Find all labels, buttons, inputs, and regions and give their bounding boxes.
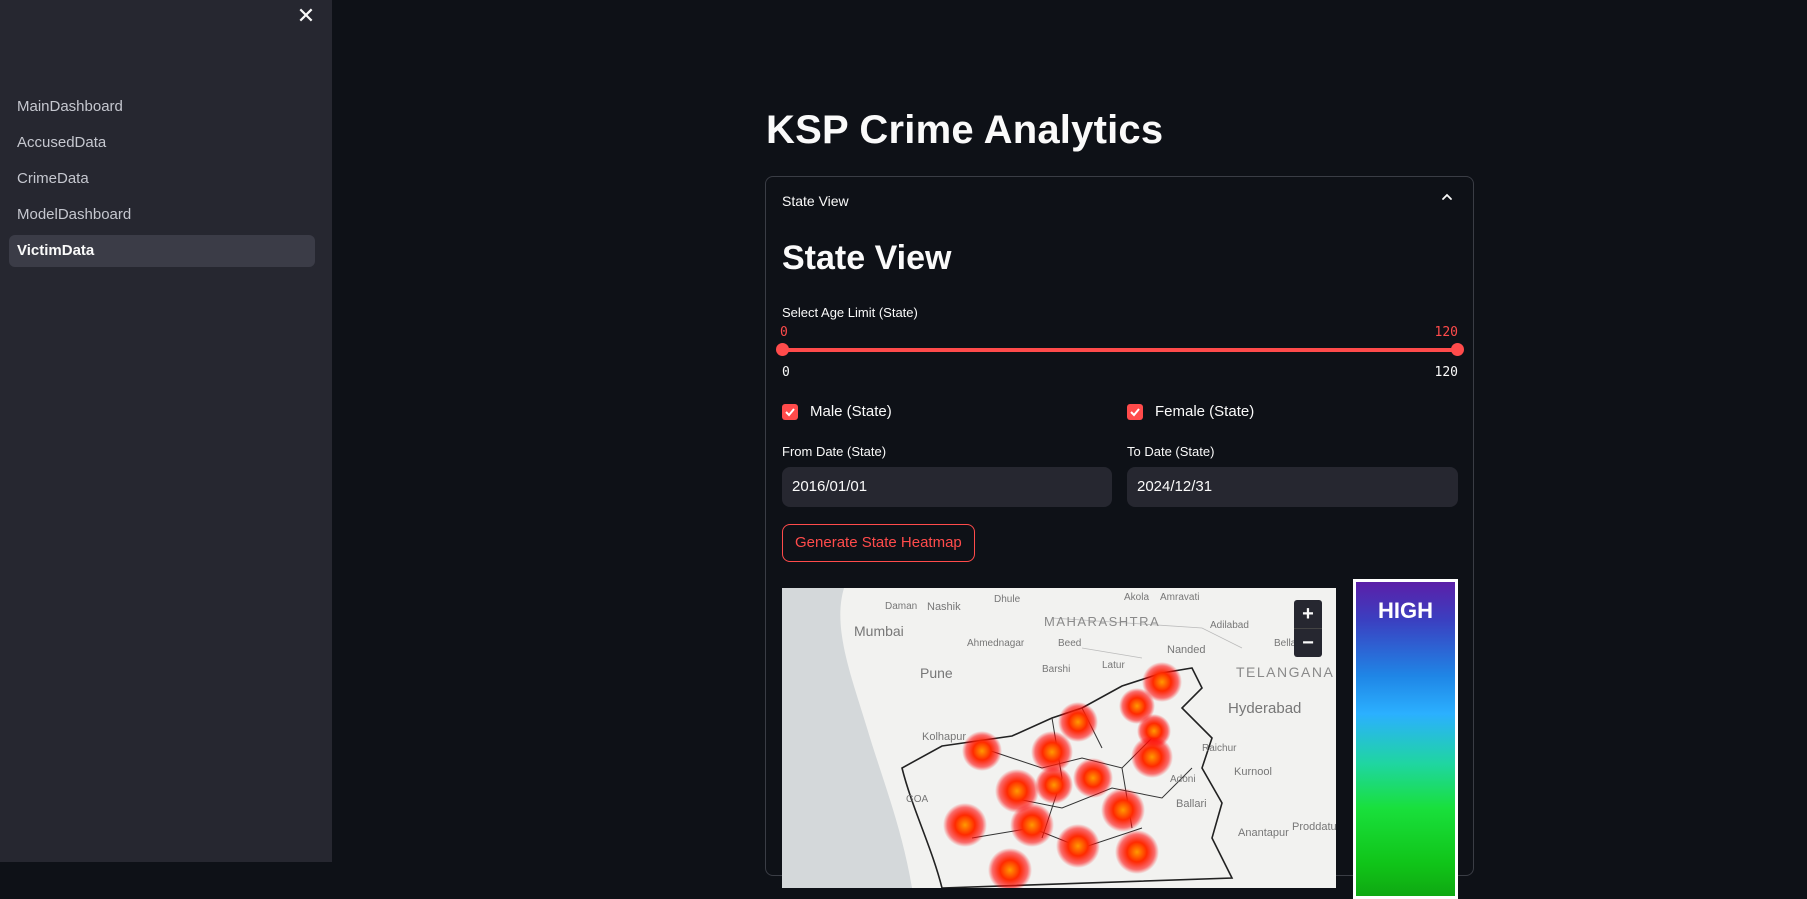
to-date-input[interactable]: 2024/12/31 — [1127, 467, 1458, 507]
slider-high-value: 120 — [1434, 325, 1458, 340]
map-place-label: Raichur — [1202, 743, 1237, 754]
slider-high-thumb[interactable] — [1451, 343, 1464, 356]
slider-low-thumb[interactable] — [776, 343, 789, 356]
close-sidebar-icon[interactable]: ✕ — [296, 3, 316, 28]
sidebar-item-crimedata[interactable]: CrimeData — [17, 170, 89, 187]
checkbox-checked-icon — [1127, 403, 1143, 420]
map-place-label: Daman — [885, 601, 918, 612]
state-view-expander: State View State View Select Age Limit (… — [765, 176, 1474, 899]
sidebar-item-modeldashboard[interactable]: ModelDashboard — [17, 206, 132, 223]
male-checkbox[interactable]: Male (State) — [782, 403, 892, 420]
map-place-label: MAHARASHTRA — [1044, 614, 1161, 629]
generate-state-heatmap-button[interactable]: Generate State Heatmap — [782, 524, 975, 562]
map-place-label: Adoni — [1170, 774, 1196, 785]
map-place-label: Kurnool — [1234, 766, 1272, 778]
map-place-label: Nanded — [1167, 644, 1206, 656]
section-title: State View — [782, 239, 952, 277]
map-place-label: Dhule — [994, 594, 1021, 605]
map-place-label: Akola — [1124, 592, 1150, 603]
legend-high-label: HIGH — [1378, 598, 1433, 623]
map-place-label: Mumbai — [854, 623, 904, 639]
slider-min-label: 0 — [782, 365, 790, 380]
map-canvas — [782, 588, 1243, 888]
from-date-label: From Date (State) — [782, 444, 887, 459]
from-date-input[interactable]: 2016/01/01 — [782, 467, 1112, 507]
map-zoom-controls: + − — [1294, 600, 1322, 657]
expander-header-label[interactable]: State View — [782, 193, 849, 209]
female-checkbox-label: Female (State) — [1155, 403, 1255, 420]
map-place-label: GOA — [906, 794, 929, 805]
male-checkbox-label: Male (State) — [810, 403, 892, 420]
age-slider-label: Select Age Limit (State) — [782, 305, 918, 320]
sidebar: ✕ MainDashboard AccusedData CrimeData Mo… — [0, 0, 332, 862]
zoom-out-button[interactable]: − — [1294, 628, 1322, 657]
map-place-label: TELANGANA — [1236, 664, 1335, 680]
map-place-label: Kolhapur — [922, 731, 967, 743]
map-place-label: Bella — [1274, 638, 1297, 649]
age-range-slider[interactable]: 0 120 0 120 — [776, 325, 1464, 385]
map-place-label: Latur — [1102, 660, 1125, 671]
to-date-label: To Date (State) — [1127, 444, 1215, 459]
map-place-label: Ahmednagar — [967, 638, 1025, 649]
slider-low-value: 0 — [780, 325, 788, 340]
map-place-label: Nashik — [927, 601, 961, 613]
chevron-up-icon[interactable] — [1439, 189, 1455, 205]
map-place-label: Beed — [1058, 638, 1082, 649]
zoom-in-button[interactable]: + — [1302, 603, 1314, 625]
map-place-label: Hyderabad — [1228, 700, 1302, 717]
sidebar-item-accuseddata[interactable]: AccusedData — [17, 134, 107, 151]
map-place-label: Ballari — [1176, 798, 1207, 810]
sidebar-item-victimdata[interactable]: VictimData — [9, 235, 315, 267]
female-checkbox[interactable]: Female (State) — [1127, 403, 1254, 420]
map-place-label: Amravati — [1160, 592, 1200, 603]
map-place-label: Barshi — [1042, 664, 1071, 675]
slider-max-label: 120 — [1434, 365, 1458, 380]
map-place-label: Pune — [920, 665, 953, 681]
sidebar-item-maindashboard[interactable]: MainDashboard — [17, 98, 123, 115]
heatmap-legend: HIGH — [1353, 579, 1458, 899]
slider-track[interactable] — [782, 348, 1458, 352]
checkbox-checked-icon — [782, 403, 798, 420]
sidebar-nav: MainDashboard AccusedData CrimeData Mode… — [9, 91, 315, 271]
page-title: KSP Crime Analytics — [766, 108, 1164, 152]
map-place-label: Adilabad — [1210, 620, 1249, 631]
map-place-label: Anantapur — [1238, 827, 1289, 839]
heatmap-map[interactable]: Daman Nashik Dhule Akola Amravati Mumbai MAHAR… — [782, 588, 1336, 888]
map-place-label: Proddatur — [1292, 821, 1336, 833]
